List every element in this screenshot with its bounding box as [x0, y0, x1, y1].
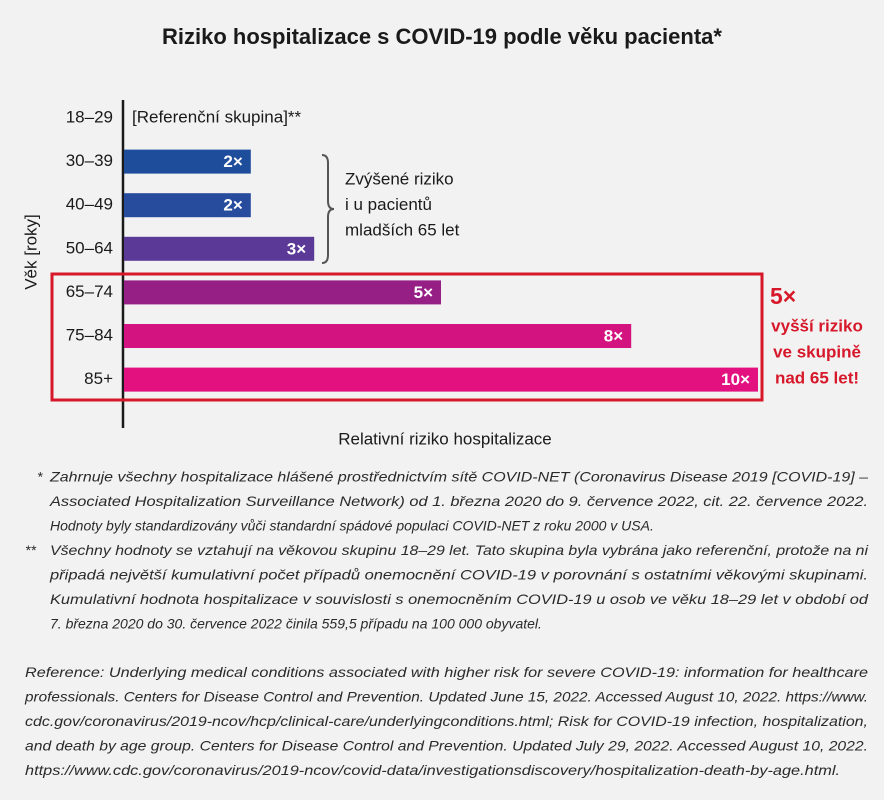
highlight-note: ve skupině	[773, 342, 861, 361]
x-axis-label: Relativní riziko hospitalizace	[338, 429, 552, 448]
bar	[124, 236, 315, 261]
y-tick-label: 18–29	[66, 107, 113, 126]
value-label: 2×	[223, 152, 242, 171]
y-tick-label: 30–39	[66, 151, 113, 170]
reference-line: Reference: Underlying medical conditions…	[25, 664, 868, 680]
footnote-line: 7. března 2020 do 30. července 2022 čini…	[50, 616, 542, 632]
reference-line: cdc.gov/coronavirus/2019-ncov/hcp/clinic…	[25, 713, 868, 729]
reference-label: [Referenční skupina]**	[132, 107, 302, 126]
y-tick-label: 50–64	[66, 238, 113, 257]
y-tick-label: 85+	[84, 369, 113, 388]
footnote-line: Všechny hodnoty se vztahují na věkovou s…	[50, 542, 869, 558]
bar	[124, 367, 758, 392]
chart-title: Riziko hospitalizace s COVID-19 podle vě…	[162, 24, 722, 49]
footnote-line: připadá největší kumulativní počet přípa…	[49, 567, 868, 583]
footnote-line: Zahrnuje všechny hospitalizace hlášené p…	[49, 469, 868, 485]
value-label: 5×	[414, 283, 433, 302]
footnote-line: Kumulativní hodnota hospitalizace v souv…	[50, 591, 869, 607]
reference-line: professionals. Centers for Disease Contr…	[24, 689, 868, 705]
footnote-marker: **	[25, 542, 36, 558]
highlight-box	[50, 272, 764, 402]
highlight-note: nad 65 let!	[775, 368, 859, 387]
bracket	[321, 154, 335, 264]
footnote-marker: *	[37, 469, 43, 485]
bracket-note: Zvýšené riziko	[345, 169, 454, 188]
highlight-note: vyšší riziko	[771, 316, 863, 335]
reference-line: https://www.cdc.gov/coronavirus/2019-nco…	[25, 762, 840, 778]
bar	[124, 193, 251, 218]
footnote-line: Hodnoty byly standardizovány vůči standa…	[50, 518, 654, 534]
footnote-line: Associated Hospitalization Surveillance …	[49, 493, 868, 509]
reference-line: and death by age group. Centers for Dise…	[25, 738, 868, 754]
y-tick-label: 40–49	[66, 195, 113, 214]
bracket-note: mladších 65 let	[345, 220, 460, 239]
highlight-note: 5×	[770, 283, 796, 309]
bar	[124, 324, 632, 348]
value-label: 2×	[223, 196, 242, 215]
bracket-note: i u pacientů	[345, 195, 432, 214]
value-label: 8×	[604, 326, 623, 345]
value-label: 3×	[287, 239, 306, 258]
y-tick-label: 65–74	[66, 282, 113, 301]
y-tick-label: 75–84	[66, 325, 113, 344]
value-label: 10×	[721, 370, 750, 389]
bar	[124, 280, 441, 305]
y-axis-label: Věk [roky]	[21, 214, 40, 290]
bar	[124, 149, 251, 174]
